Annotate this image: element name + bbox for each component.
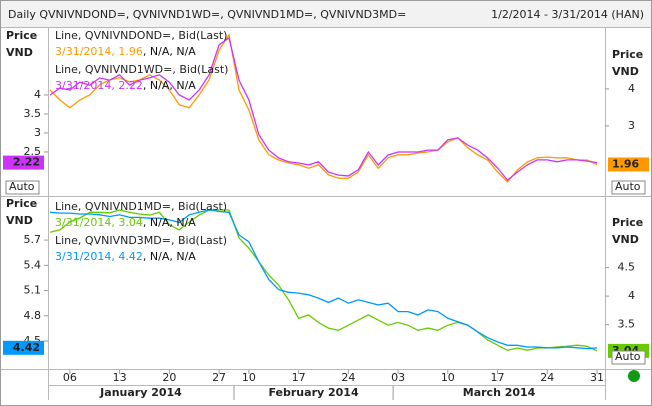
value-marker (608, 157, 649, 172)
x-tick-label: 24 (540, 371, 554, 384)
legend-value: 2.22 (118, 79, 143, 92)
scale-button (5, 180, 40, 195)
header-bar (1, 1, 651, 27)
y-tick-label: 3.5 (24, 107, 42, 120)
y-tick-label: 2.5 (24, 145, 42, 158)
x-tick-label: 17 (292, 371, 306, 384)
x-tick-label: 27 (212, 371, 226, 384)
y2-tick-label: 4 (628, 289, 635, 302)
y2-axis-label: VND (612, 233, 639, 246)
legend-tail: , N/A, N/A (143, 250, 196, 263)
legend-detail: 3/31/2014, 3.04, N/A, N/A (55, 216, 196, 229)
line-series (49, 209, 598, 352)
legend-date: 3/31/2014, (55, 250, 115, 263)
scale-button-label: Auto (615, 180, 641, 193)
value-marker-label: 1.96 (612, 157, 639, 170)
legend-tail: , N/A, N/A (143, 79, 196, 92)
line-series (49, 33, 598, 183)
header-title: Daily QVNIVNDOND=, QVNIVND1WD=, QVNIVND1… (8, 8, 406, 21)
y2-tick-label: 4.5 (618, 261, 636, 274)
value-marker (3, 155, 44, 170)
y2-axis-label: Price (612, 216, 643, 229)
y-tick-label: 3 (34, 126, 41, 139)
y-axis-label: VND (6, 46, 33, 59)
plot-area (49, 33, 598, 183)
month-label: January 2014 (99, 386, 182, 399)
y2-tick-label: 4 (628, 82, 635, 95)
status-dot (628, 370, 640, 382)
legend-label: Line, QVNIVND1WD=, Bid(Last) (55, 63, 228, 76)
legend-tail: , N/A, N/A (143, 45, 196, 58)
legend-tail: , N/A, N/A (143, 216, 196, 229)
x-tick-label: 10 (242, 371, 256, 384)
header-range: 1/2/2014 - 3/31/2014 (HAN) (491, 8, 644, 21)
legend-value: 3.04 (118, 216, 143, 229)
value-marker-label: 2.22 (13, 156, 40, 169)
y-axis-label: VND (6, 214, 33, 227)
y-tick-label: 5.7 (24, 233, 42, 246)
scale-button (611, 180, 646, 195)
y-tick-label: 4 (34, 88, 41, 101)
legend-detail: 3/31/2014, 4.42, N/A, N/A (55, 250, 196, 263)
scale-button-label: Auto (615, 350, 641, 363)
legend-detail: 3/31/2014, 1.96, N/A, N/A (55, 45, 196, 58)
value-marker-label: 4.42 (13, 341, 40, 354)
legend-value: 4.42 (118, 250, 143, 263)
legend-value: 1.96 (118, 45, 143, 58)
month-label: February 2014 (268, 386, 358, 399)
x-tick-label: 17 (491, 371, 505, 384)
x-tick-label: 20 (162, 371, 176, 384)
x-tick-label: 06 (63, 371, 77, 384)
y-tick-label: 4.8 (24, 309, 42, 322)
legend-label: Line, QVNIVND1MD=, Bid(Last) (55, 200, 227, 213)
month-label: March 2014 (463, 386, 536, 399)
y-tick-label: 5.1 (24, 284, 42, 297)
y2-tick-label: 3.5 (618, 318, 636, 331)
legend-date: 3/31/2014, (55, 45, 115, 58)
scale-button-label: Auto (9, 180, 35, 193)
plot-area (49, 209, 598, 352)
legend-label: Line, QVNIVND3MD=, Bid(Last) (55, 234, 227, 247)
x-tick-label: 31 (590, 371, 604, 384)
x-tick-label: 03 (391, 371, 405, 384)
value-marker (3, 340, 44, 355)
legend-date: 3/31/2014, (55, 216, 115, 229)
x-tick-label: 24 (341, 371, 355, 384)
y2-tick-label: 3 (628, 119, 635, 132)
y-axis-label: Price (6, 197, 37, 210)
x-tick-label: 10 (441, 371, 455, 384)
y2-axis-label: Price (612, 48, 643, 61)
scale-button (611, 350, 646, 365)
y-tick-label: 5.4 (24, 258, 42, 271)
legend-date: 3/31/2014, (55, 79, 115, 92)
line-series (49, 36, 598, 182)
legend-detail: 3/31/2014, 2.22, N/A, N/A (55, 79, 196, 92)
x-tick-label: 13 (113, 371, 127, 384)
y-axis-label: Price (6, 29, 37, 42)
line-series (49, 209, 598, 350)
legend-label: Line, QVNIVNDOND=, Bid(Last) (55, 29, 227, 42)
y2-axis-label: VND (612, 65, 639, 78)
